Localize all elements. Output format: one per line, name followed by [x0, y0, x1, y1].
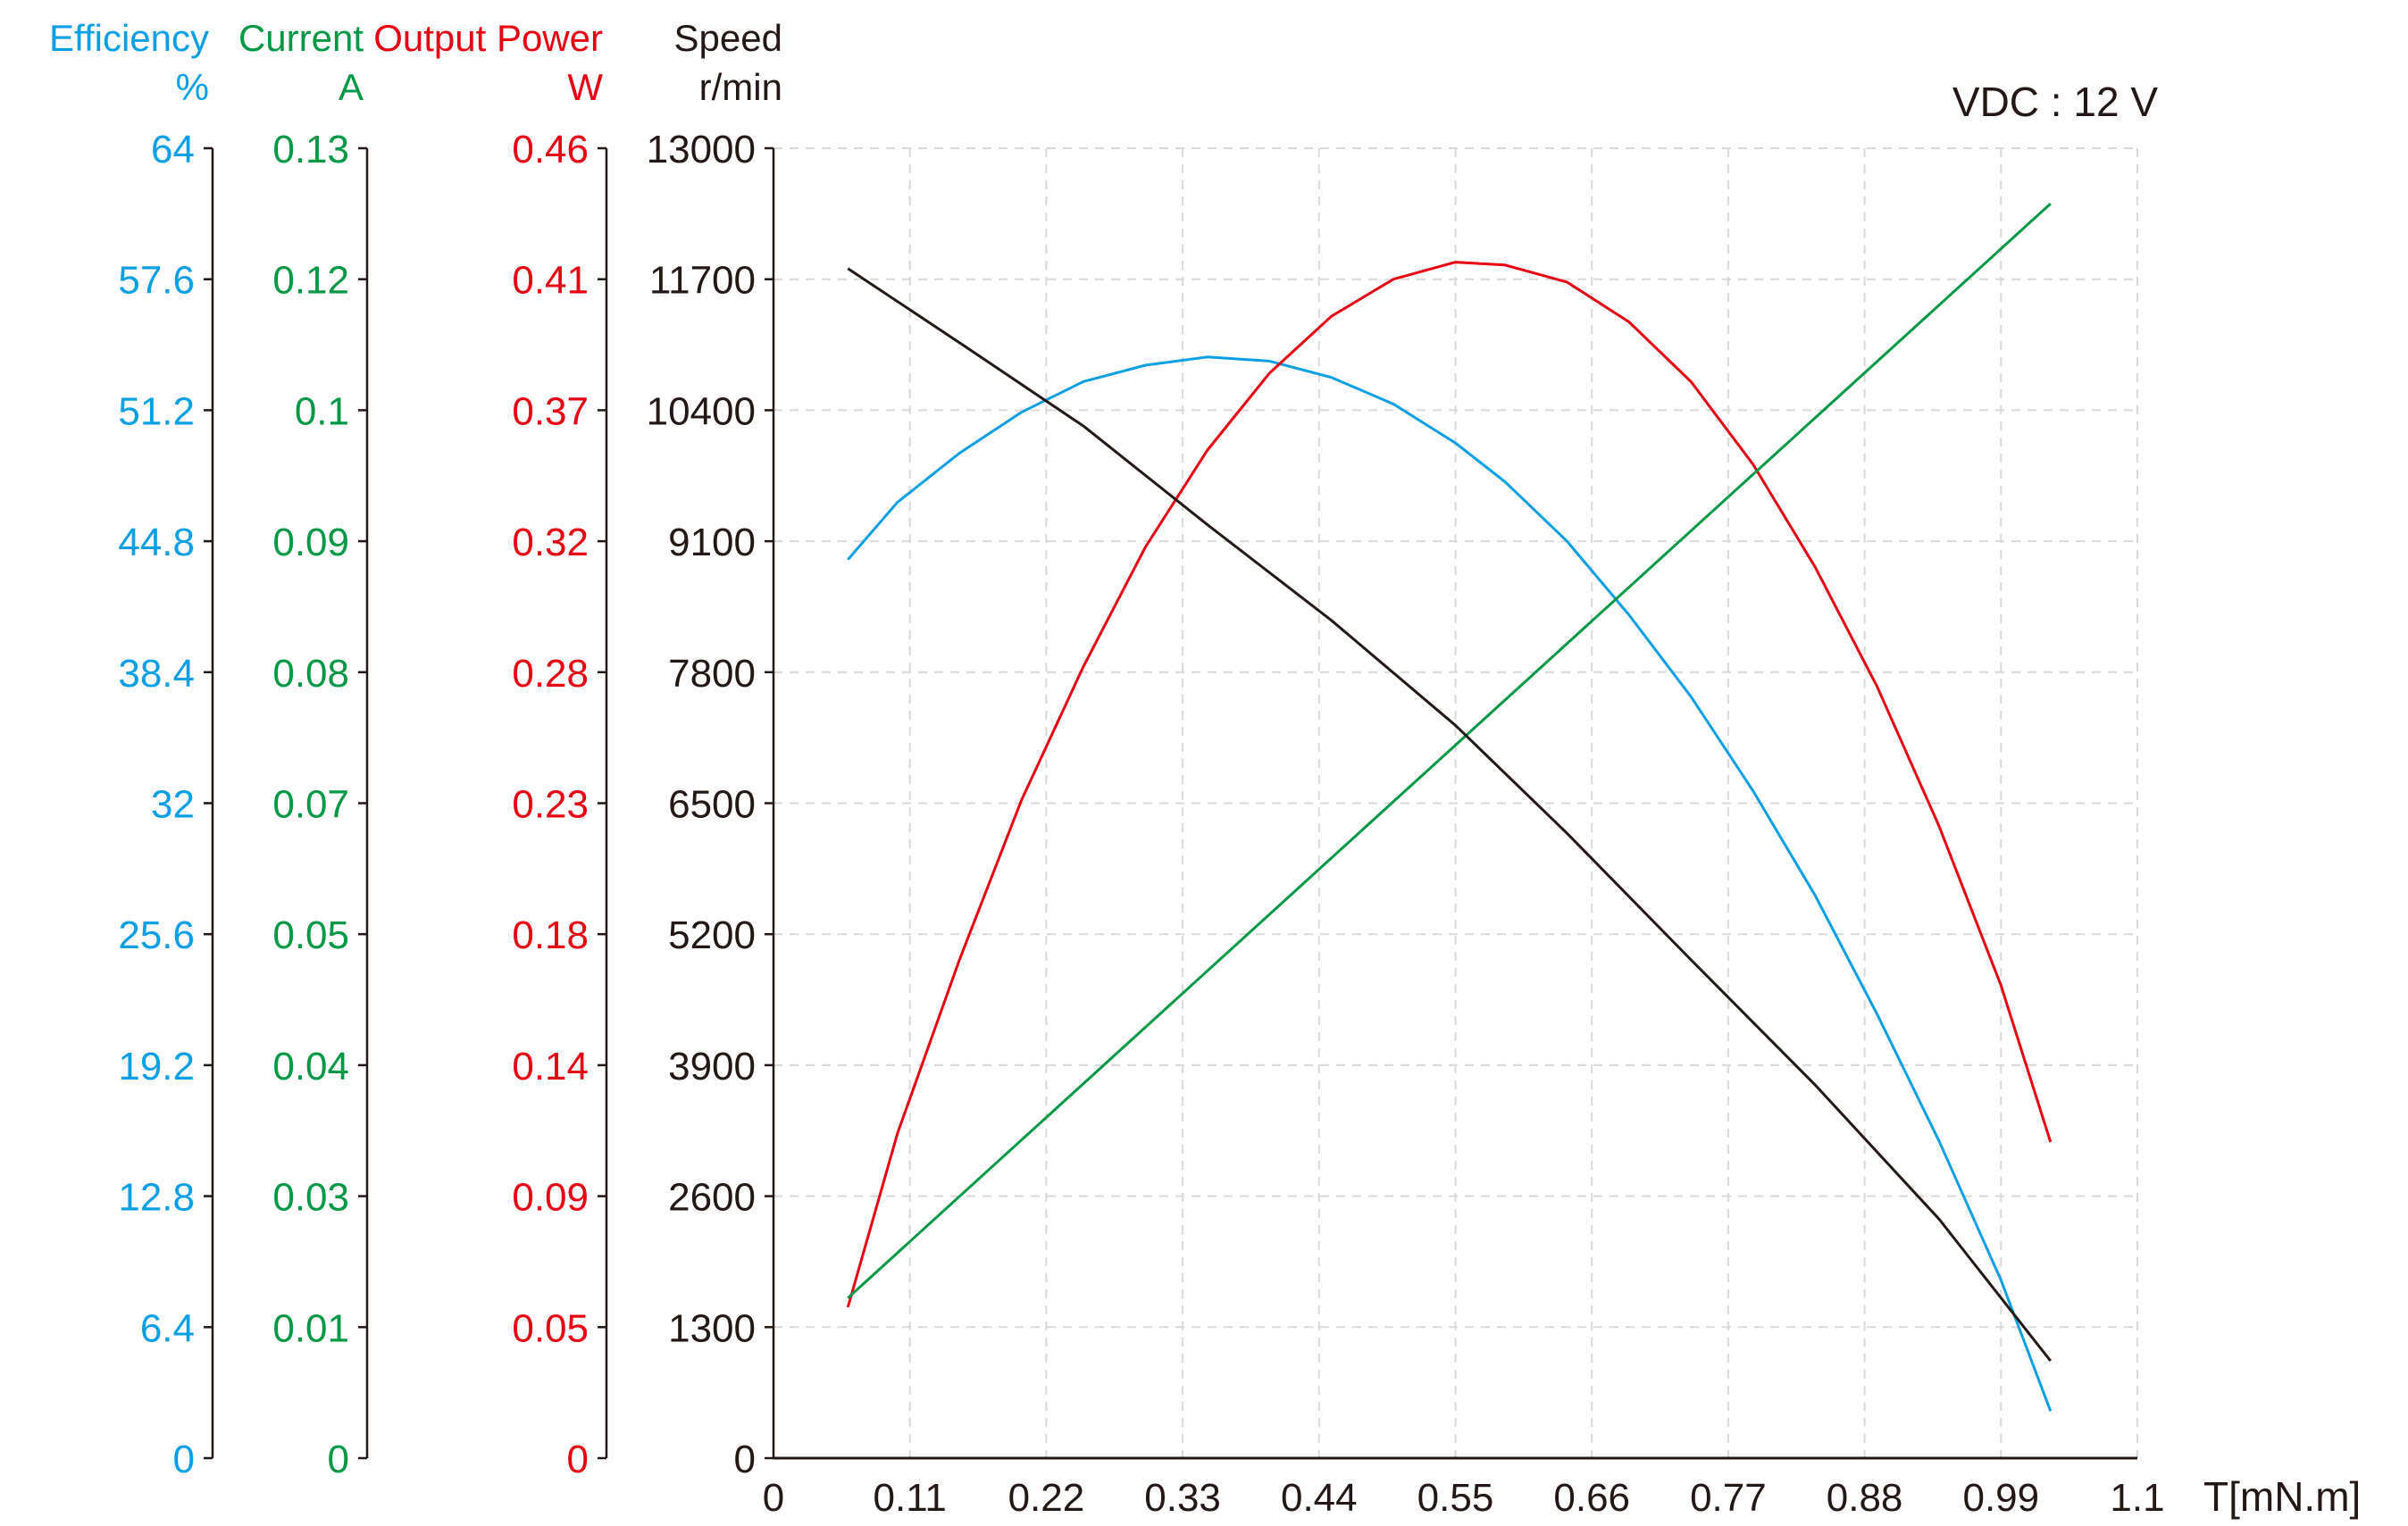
current-tick-label: 0 — [328, 1438, 349, 1481]
efficiency-tick-label: 38.4 — [118, 652, 195, 696]
x-tick-label: 0 — [763, 1476, 784, 1520]
current-series-line — [847, 202, 2052, 1299]
x-tick-label: 0.33 — [1144, 1476, 1221, 1520]
x-tick-label: 0.66 — [1553, 1476, 1630, 1520]
power-axis-title: Output Power — [373, 17, 603, 59]
current-tick-label: 0.1 — [295, 389, 349, 433]
power-tick-label: 0.23 — [512, 783, 589, 827]
vdc-annotation: VDC : 12 V — [1952, 79, 2158, 125]
current-tick-label: 0.05 — [272, 913, 349, 957]
efficiency-tick-label: 12.8 — [118, 1176, 195, 1220]
current-tick-label: 0.04 — [272, 1045, 349, 1088]
power-tick-label: 0.18 — [512, 913, 589, 957]
x-tick-label: 1.1 — [2110, 1476, 2164, 1520]
speed-tick-label: 6500 — [668, 783, 756, 827]
current-tick-label: 0.07 — [272, 783, 349, 827]
speed-tick-label: 1300 — [668, 1306, 756, 1350]
efficiency-axis-title: Efficiency — [49, 17, 209, 59]
axes: 0 0.11 0.22 0.33 0.44 0.55 0.66 0.77 0.88 0.99 1.1… — [49, 17, 2165, 1520]
grid — [773, 147, 2138, 1458]
current-tick-label: 0.01 — [272, 1306, 349, 1350]
power-tick-label: 0.05 — [512, 1306, 589, 1350]
current-tick-label: 0.03 — [272, 1176, 349, 1220]
power-tick-label: 0.14 — [512, 1045, 589, 1088]
current-axis-title: Current — [238, 17, 364, 59]
efficiency-tick-label: 51.2 — [118, 389, 195, 433]
efficiency-tick-label: 32 — [151, 783, 195, 827]
efficiency-tick-label: 0 — [173, 1438, 195, 1481]
current-tick-label: 0.12 — [272, 259, 349, 303]
power-tick-label: 0 — [567, 1438, 589, 1481]
current-tick-label: 0.13 — [272, 128, 349, 171]
speed-tick-label: 11700 — [649, 259, 756, 303]
speed-tick-label: 9100 — [668, 521, 756, 564]
x-tick-label: 0.22 — [1008, 1476, 1085, 1520]
efficiency-tick-label: 6.4 — [140, 1306, 195, 1350]
x-tick-label: 0.55 — [1417, 1476, 1494, 1520]
power-tick-label: 0.32 — [512, 521, 589, 564]
power-tick-label: 0.28 — [512, 652, 589, 696]
efficiency-tick-label: 19.2 — [118, 1045, 195, 1088]
series — [846, 202, 2053, 1412]
power-tick-label: 0.41 — [512, 259, 589, 303]
x-axis-label: T[mN.m] — [2203, 1473, 2361, 1520]
speed-tick-label: 7800 — [668, 652, 756, 696]
efficiency-axis-unit: % — [176, 66, 209, 108]
power-series-line — [846, 261, 2053, 1308]
current-tick-label: 0.08 — [272, 652, 349, 696]
speed-tick-label: 10400 — [647, 389, 756, 433]
efficiency-tick-label: 25.6 — [118, 913, 195, 957]
efficiency-tick-label: 44.8 — [118, 521, 195, 564]
efficiency-tick-label: 57.6 — [118, 259, 195, 303]
current-axis-unit: A — [339, 66, 364, 108]
power-tick-label: 0.09 — [512, 1176, 589, 1220]
speed-tick-label: 5200 — [668, 913, 756, 957]
speed-tick-label: 2600 — [668, 1176, 756, 1220]
x-tick-label: 0.99 — [1962, 1476, 2039, 1520]
speed-axis-unit: r/min — [699, 66, 782, 108]
x-tick-label: 0.44 — [1281, 1476, 1358, 1520]
speed-tick-label: 3900 — [668, 1045, 756, 1088]
speed-axis-title: Speed — [674, 17, 782, 59]
speed-tick-label: 0 — [734, 1438, 756, 1481]
x-tick-label: 0.88 — [1827, 1476, 1903, 1520]
power-tick-label: 0.37 — [512, 389, 589, 433]
efficiency-tick-label: 64 — [151, 128, 195, 171]
power-axis-unit: W — [567, 66, 603, 108]
power-tick-label: 0.46 — [512, 128, 589, 171]
speed-tick-label: 13000 — [647, 128, 756, 171]
current-tick-label: 0.09 — [272, 521, 349, 564]
speed-series-line — [847, 267, 2052, 1363]
x-tick-label: 0.11 — [874, 1476, 947, 1520]
x-tick-label: 0.77 — [1690, 1476, 1767, 1520]
efficiency-series-line — [847, 355, 2053, 1412]
